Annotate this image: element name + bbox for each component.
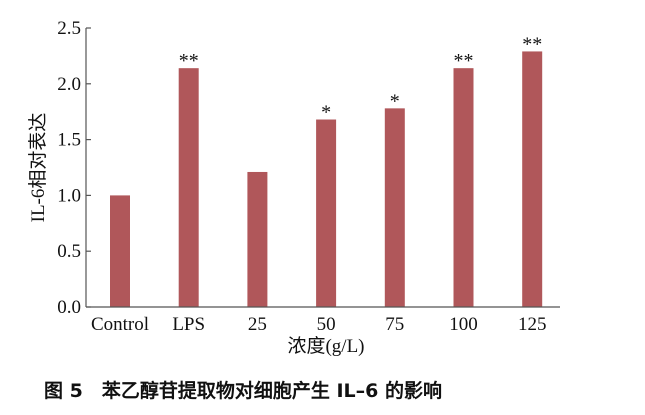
y-ticks: 0.0 0.5 1.0 1.5 2.0 2.5 bbox=[57, 18, 91, 318]
bar-50 bbox=[316, 119, 337, 308]
y-tick-label: 2.5 bbox=[57, 18, 81, 39]
y-tick-label: 0.0 bbox=[57, 297, 81, 318]
x-axis-title: 浓度(g/L) bbox=[287, 335, 364, 357]
x-tick-label: 75 bbox=[385, 314, 404, 335]
x-ticks: Control LPS 25 50 75 100 125 bbox=[91, 314, 546, 335]
y-tick-label: 1.0 bbox=[57, 185, 81, 206]
y-tick-label: 2.0 bbox=[57, 74, 81, 95]
x-tick-label: 50 bbox=[317, 314, 336, 335]
x-tick-label: 100 bbox=[449, 314, 478, 335]
x-tick-label: Control bbox=[91, 314, 149, 335]
figure-caption: 图 5 苯乙醇苷提取物对细胞产生 IL–6 的影响 bbox=[44, 379, 442, 402]
bars-layer bbox=[110, 51, 543, 308]
x-tick-label: 125 bbox=[518, 314, 547, 335]
y-tick-label: 0.5 bbox=[57, 241, 81, 262]
significance-marker: ** bbox=[454, 50, 474, 72]
bar-75 bbox=[384, 108, 405, 308]
bar-control bbox=[110, 195, 130, 307]
significance-marker: ** bbox=[522, 33, 542, 55]
significance-marker: * bbox=[321, 102, 331, 124]
axes-layer bbox=[85, 28, 560, 308]
y-axis-title: IL-6相对表达 bbox=[27, 113, 49, 223]
y-tick-label: 1.5 bbox=[57, 130, 81, 151]
significance-marker: * bbox=[390, 90, 400, 112]
significance-labels: ******** bbox=[179, 33, 543, 123]
bar-125 bbox=[522, 51, 543, 307]
bar-100 bbox=[453, 68, 474, 308]
bar-lps bbox=[178, 68, 199, 308]
significance-marker: ** bbox=[179, 50, 199, 72]
x-tick-label: 25 bbox=[248, 314, 267, 335]
bar-25 bbox=[247, 171, 268, 307]
x-tick-label: LPS bbox=[172, 314, 205, 335]
